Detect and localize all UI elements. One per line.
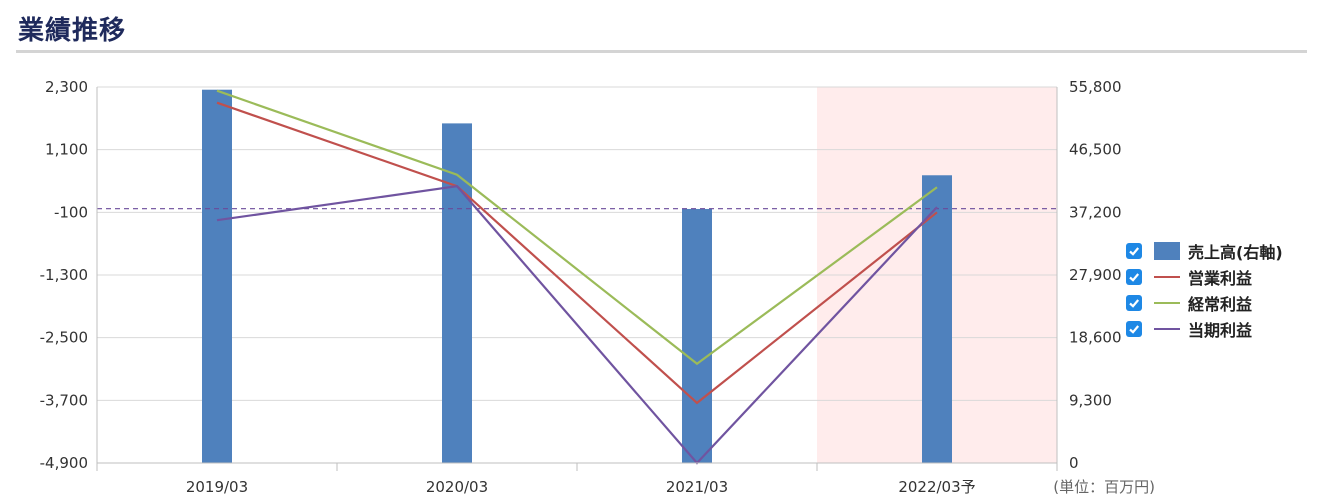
operating-profit-line — [216, 101, 938, 405]
checkbox-checked-icon[interactable] — [1126, 269, 1142, 285]
x-axis-tick-label: 2021/03 — [666, 478, 728, 496]
sales-bar — [442, 123, 472, 464]
legend-label: 当期利益 — [1188, 321, 1253, 340]
legend-item-sales[interactable]: 売上高(右軸) — [1126, 238, 1316, 264]
legend-label: 経常利益 — [1188, 295, 1253, 314]
left-axis-tick-label: -100 — [54, 203, 88, 221]
sales-bar — [922, 175, 952, 463]
checkbox-checked-icon[interactable] — [1126, 295, 1142, 311]
right-axis-tick-label: 27,900 — [1069, 266, 1122, 284]
net-profit-line — [216, 185, 938, 465]
ordinary-profit-line — [216, 89, 938, 366]
checkbox-checked-icon[interactable] — [1126, 321, 1142, 337]
right-axis-tick-label: 55,800 — [1069, 78, 1122, 96]
chart-legend: 売上高(右軸) 営業利益 経常利益 当期利益 — [1126, 238, 1316, 342]
legend-swatch-net-profit — [1154, 320, 1180, 338]
left-axis-tick-label: 2,300 — [45, 78, 88, 96]
legend-swatch-sales — [1154, 242, 1180, 260]
left-axis-tick-label: -2,500 — [40, 329, 88, 347]
checkbox-checked-icon[interactable] — [1126, 243, 1142, 259]
legend-swatch-ordinary-profit — [1154, 294, 1180, 312]
page-title: 業績推移 — [18, 16, 127, 46]
x-axis-tick-label: 2020/03 — [426, 478, 488, 496]
left-axis-tick-label: -3,700 — [40, 391, 88, 409]
unit-label: (単位：百万円) — [1053, 478, 1155, 496]
legend-swatch-operating-profit — [1154, 268, 1180, 286]
left-axis-tick-label: -4,900 — [40, 454, 88, 472]
x-axis-tick-label: 2022/03予 — [898, 478, 975, 496]
right-axis-tick-label: 18,600 — [1069, 329, 1122, 347]
left-axis-tick-label: -1,300 — [40, 266, 88, 284]
title-divider — [16, 50, 1307, 53]
right-axis-tick-label: 0 — [1069, 454, 1079, 472]
x-axis-tick-label: 2019/03 — [186, 478, 248, 496]
left-axis-tick-label: 1,100 — [45, 141, 88, 159]
right-axis-tick-label: 37,200 — [1069, 203, 1122, 221]
right-axis-tick-label: 46,500 — [1069, 141, 1122, 159]
sales-bar — [202, 89, 232, 463]
legend-item-ordinary-profit[interactable]: 経常利益 — [1126, 290, 1316, 316]
legend-item-net-profit[interactable]: 当期利益 — [1126, 316, 1316, 342]
legend-label: 営業利益 — [1188, 269, 1253, 288]
right-axis-tick-label: 9,300 — [1069, 391, 1112, 409]
sales-bar — [682, 208, 712, 463]
legend-item-operating-profit[interactable]: 営業利益 — [1126, 264, 1316, 290]
legend-label: 売上高(右軸) — [1188, 243, 1283, 262]
